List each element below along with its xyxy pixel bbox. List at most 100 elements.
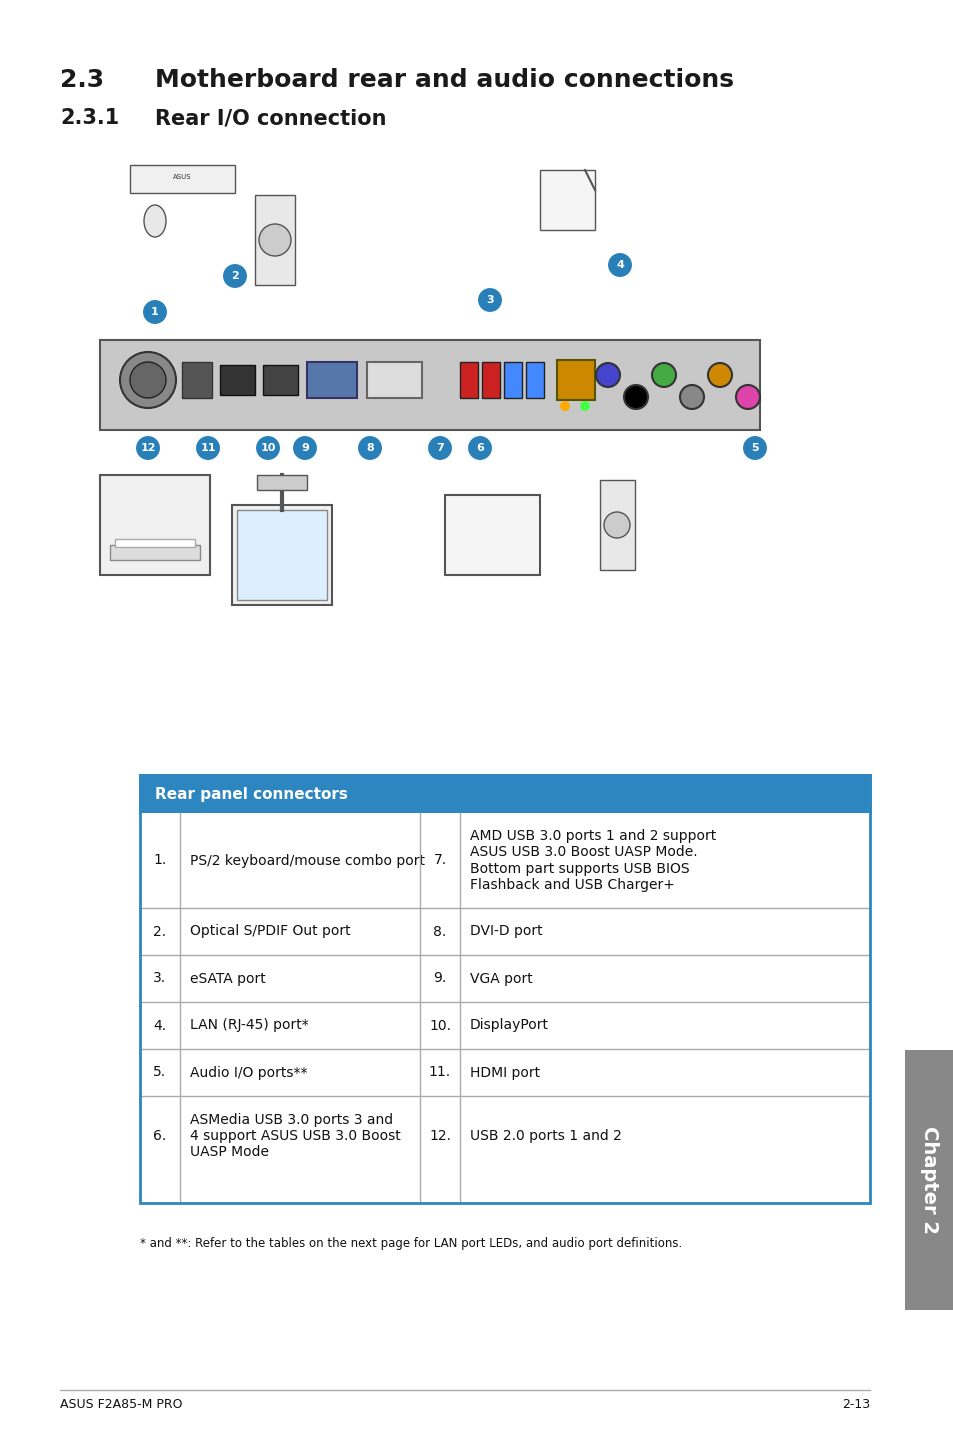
Circle shape — [741, 436, 767, 462]
Text: 2.3: 2.3 — [60, 68, 104, 92]
Circle shape — [194, 436, 221, 462]
Text: 3.: 3. — [153, 972, 167, 985]
Circle shape — [596, 362, 619, 387]
Bar — [444, 495, 539, 575]
Circle shape — [735, 385, 760, 408]
Bar — [140, 812, 869, 907]
Bar — [140, 775, 869, 812]
Text: 7.: 7. — [433, 854, 446, 867]
Text: AMD USB 3.0 ports 1 and 2 support
ASUS USB 3.0 Boost UASP Mode.
Bottom part supp: AMD USB 3.0 ports 1 and 2 support ASUS U… — [470, 830, 716, 892]
Text: Motherboard rear and audio connections: Motherboard rear and audio connections — [154, 68, 733, 92]
Circle shape — [120, 352, 175, 408]
Bar — [55, 139, 874, 720]
Bar — [140, 775, 869, 1204]
Text: eSATA port: eSATA port — [190, 972, 266, 985]
Text: 9.: 9. — [433, 972, 446, 985]
Text: ASUS F2A85-M PRO: ASUS F2A85-M PRO — [60, 1399, 182, 1412]
Bar — [140, 1096, 869, 1176]
Text: 2-13: 2-13 — [841, 1399, 869, 1412]
Bar — [904, 1050, 953, 1310]
Circle shape — [559, 401, 569, 411]
Circle shape — [707, 362, 731, 387]
Text: ASMedia USB 3.0 ports 3 and
4 support ASUS USB 3.0 Boost
UASP Mode: ASMedia USB 3.0 ports 3 and 4 support AS… — [190, 1113, 400, 1159]
Text: 1: 1 — [151, 306, 159, 316]
Bar — [459, 362, 477, 398]
Bar — [307, 362, 356, 398]
Text: * and **: Refer to the tables on the next page for LAN port LEDs, and audio port: * and **: Refer to the tables on the nex… — [140, 1238, 681, 1251]
Bar — [263, 365, 297, 395]
Text: 4.: 4. — [153, 1018, 167, 1032]
Bar — [182, 362, 212, 398]
Circle shape — [356, 436, 382, 462]
Text: 11.: 11. — [429, 1066, 451, 1080]
Text: PS/2 keyboard/mouse combo port: PS/2 keyboard/mouse combo port — [190, 854, 424, 867]
Circle shape — [142, 299, 168, 325]
Text: 9: 9 — [301, 443, 309, 453]
Text: Chapter 2: Chapter 2 — [919, 1126, 938, 1234]
Bar — [110, 545, 200, 559]
Bar — [254, 196, 294, 285]
Text: 12.: 12. — [429, 1129, 451, 1143]
Text: LAN (RJ-45) port*: LAN (RJ-45) port* — [190, 1018, 309, 1032]
Text: 8: 8 — [366, 443, 374, 453]
Text: USB 2.0 ports 1 and 2: USB 2.0 ports 1 and 2 — [470, 1129, 621, 1143]
Circle shape — [623, 385, 647, 408]
Text: 11: 11 — [200, 443, 215, 453]
Bar — [367, 362, 421, 398]
Bar — [599, 480, 635, 569]
Bar — [232, 505, 332, 605]
Circle shape — [258, 224, 291, 256]
Text: Rear I/O connection: Rear I/O connection — [154, 108, 386, 128]
Bar — [140, 1048, 869, 1096]
Circle shape — [476, 288, 502, 313]
Text: 10.: 10. — [429, 1018, 451, 1032]
Circle shape — [651, 362, 676, 387]
Text: 10: 10 — [260, 443, 275, 453]
Bar — [220, 365, 254, 395]
Bar — [140, 1002, 869, 1048]
Bar — [100, 339, 760, 430]
Bar — [140, 955, 869, 1002]
Text: 6: 6 — [476, 443, 483, 453]
Bar — [115, 539, 194, 546]
Circle shape — [135, 436, 161, 462]
Circle shape — [467, 436, 493, 462]
Bar — [481, 362, 499, 398]
Circle shape — [427, 436, 453, 462]
Bar — [557, 360, 595, 400]
Text: Optical S/PDIF Out port: Optical S/PDIF Out port — [190, 925, 351, 939]
Text: 2.3.1: 2.3.1 — [60, 108, 119, 128]
Text: DVI-D port: DVI-D port — [470, 925, 542, 939]
Bar — [100, 475, 210, 575]
Text: 2.: 2. — [153, 925, 167, 939]
Bar — [503, 362, 521, 398]
Text: 5: 5 — [750, 443, 758, 453]
Text: 2: 2 — [231, 270, 238, 280]
Bar — [140, 907, 869, 955]
Text: 6.: 6. — [153, 1129, 167, 1143]
Text: DisplayPort: DisplayPort — [470, 1018, 548, 1032]
Circle shape — [130, 362, 166, 398]
Bar — [130, 165, 234, 193]
Bar — [256, 475, 307, 490]
Text: 1.: 1. — [153, 854, 167, 867]
Bar — [525, 362, 543, 398]
Ellipse shape — [144, 206, 166, 237]
Circle shape — [254, 436, 281, 462]
Text: VGA port: VGA port — [470, 972, 532, 985]
Text: 4: 4 — [616, 260, 623, 270]
Text: 5.: 5. — [153, 1066, 167, 1080]
Circle shape — [679, 385, 703, 408]
Bar — [236, 510, 327, 600]
Text: 3: 3 — [486, 295, 494, 305]
Bar — [539, 170, 595, 230]
Text: Audio I/O ports**: Audio I/O ports** — [190, 1066, 307, 1080]
Circle shape — [579, 401, 589, 411]
Text: HDMI port: HDMI port — [470, 1066, 539, 1080]
Text: Rear panel connectors: Rear panel connectors — [154, 788, 348, 802]
Text: 7: 7 — [436, 443, 443, 453]
Text: 8.: 8. — [433, 925, 446, 939]
Circle shape — [606, 252, 633, 278]
Circle shape — [603, 512, 629, 538]
Text: ASUS: ASUS — [173, 174, 192, 180]
